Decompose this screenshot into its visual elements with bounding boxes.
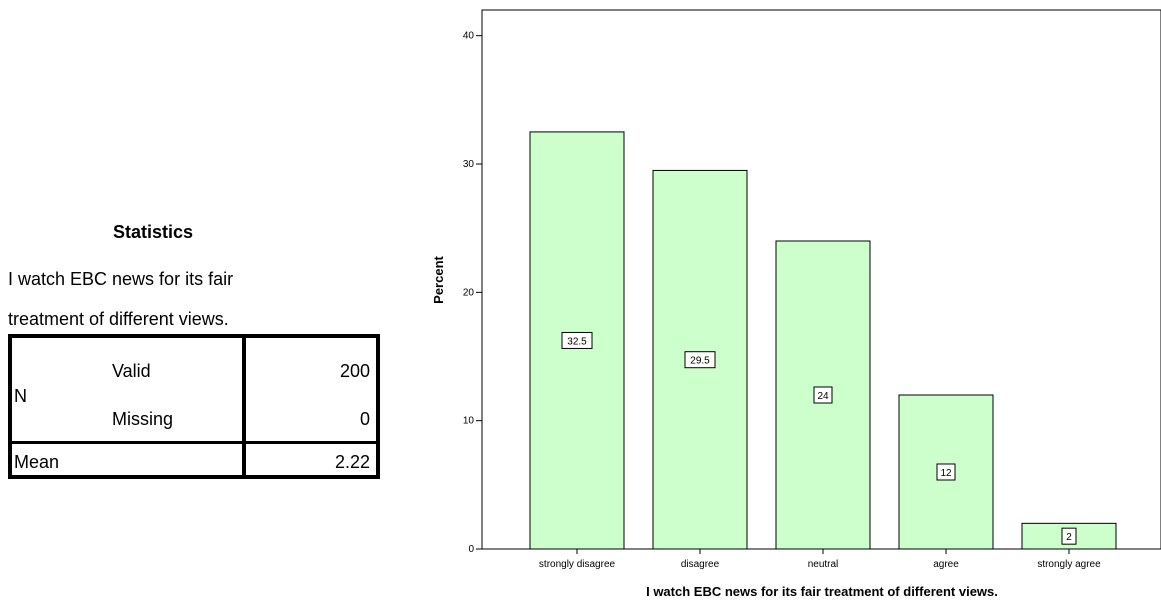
category-label: neutral (808, 559, 839, 570)
data-label: 32.5 (567, 336, 587, 347)
data-label-box (936, 463, 956, 481)
category-label: strongly agree (1037, 559, 1101, 570)
statistics-title: Statistics (112, 222, 194, 242)
data-label-box (1061, 527, 1077, 545)
valid-label: Valid (112, 361, 151, 381)
category-label: disagree (681, 559, 720, 570)
category-label: strongly disagree (539, 559, 616, 570)
x-axis-title: I watch EBC news for its fair treatment … (646, 584, 998, 599)
valid-value: 200 (339, 361, 370, 381)
y-tick-label: 20 (463, 287, 475, 298)
y-tick-label: 40 (463, 31, 475, 42)
table-column-divider (242, 338, 246, 475)
bars: 32.5 29.5 24 12 2 (529, 131, 1117, 550)
missing-value: 0 (359, 409, 370, 429)
y-tick-label: 10 (463, 416, 475, 427)
data-label: 24 (817, 391, 829, 402)
data-label: 2 (1066, 532, 1072, 543)
y-tick-label: 30 (463, 159, 475, 170)
table-row-divider (12, 441, 376, 444)
data-label: 12 (940, 468, 952, 479)
statistics-subtitle-line1: I watch EBC news for its fair (8, 269, 234, 289)
mean-value: 2.22 (334, 452, 370, 472)
statistics-table: N Valid 200 Missing 0 Mean 2.22 (8, 334, 380, 479)
mean-label: Mean (14, 452, 60, 472)
data-label: 29.5 (690, 356, 710, 367)
n-label: N (14, 386, 27, 406)
x-axis: strongly disagree disagree neutral agree str… (539, 549, 1101, 570)
data-label-box (561, 331, 593, 349)
category-label: agree (933, 559, 959, 570)
y-axis-title: Percent (431, 255, 446, 303)
data-label-box (684, 351, 716, 369)
missing-label: Missing (112, 409, 174, 429)
y-axis: 0 10 20 30 40 (463, 31, 482, 555)
data-label-box (813, 386, 833, 404)
statistics-subtitle-line2: treatment of different views. (8, 309, 229, 329)
y-tick-label: 0 (468, 544, 474, 555)
